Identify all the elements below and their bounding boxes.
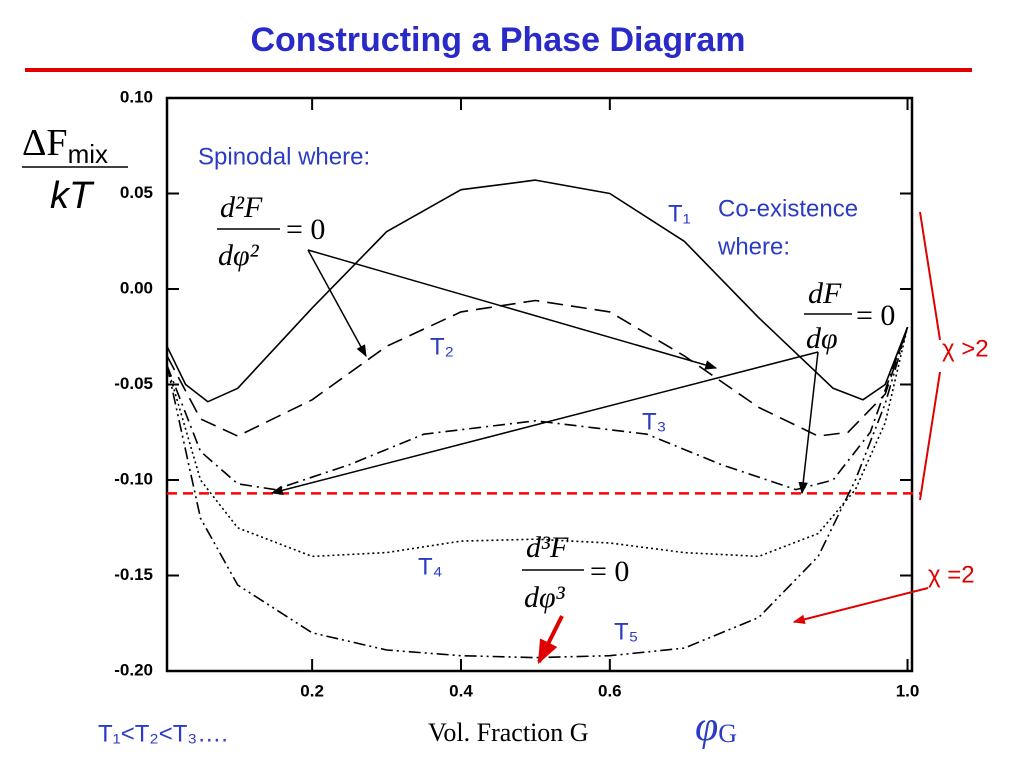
series-label: T₁ <box>668 200 691 227</box>
series-line <box>166 326 909 491</box>
coexistence-text: where: <box>717 233 790 260</box>
formula-den: dφ³ <box>524 581 566 614</box>
arrow <box>792 587 929 624</box>
order-note: T₁<T₂<T₃…. <box>98 720 228 747</box>
y-tick-label: -0.15 <box>114 565 153 584</box>
y-label-num: ΔFmix <box>22 122 108 169</box>
arrow <box>307 249 718 370</box>
arrows <box>270 249 819 495</box>
series-line <box>166 326 909 659</box>
series-line <box>166 327 909 558</box>
x-symbol-sub: G <box>718 719 737 748</box>
arrow <box>307 249 367 358</box>
brace <box>919 211 941 341</box>
title: Constructing a Phase Diagram <box>250 21 745 59</box>
formula-num: d²F <box>220 191 263 224</box>
formula-rhs: = 0 <box>286 213 325 246</box>
y-tick-label: 0.05 <box>120 183 153 202</box>
plot: 0.10 0.05 0.00 -0.05 -0.10 -0.15 -0.20 0.2 0.4 0.… <box>114 87 920 700</box>
arrow <box>270 351 819 495</box>
formula-den: dφ <box>806 322 838 355</box>
coexistence-text: Co-existence <box>718 195 858 222</box>
y-tick-label: 0.10 <box>120 87 153 106</box>
formula-rhs: = 0 <box>856 299 895 332</box>
brace <box>919 371 941 501</box>
x-symbol: φG <box>695 704 737 750</box>
chi-gt: χ >2 <box>942 335 989 362</box>
series-line <box>166 299 909 437</box>
red-marks <box>537 211 941 665</box>
formula-rhs: = 0 <box>590 555 629 588</box>
series-line <box>166 179 909 403</box>
series-label: T₃ <box>642 408 666 435</box>
y-tick-label: 0.00 <box>120 278 153 297</box>
arrow <box>798 351 819 495</box>
series-label: T₄ <box>418 553 442 580</box>
formula-den: dφ² <box>218 239 260 272</box>
x-tick-label: 0.4 <box>449 681 473 700</box>
chi-eq: χ =2 <box>928 561 975 588</box>
y-tick-label: -0.10 <box>114 469 153 488</box>
y-label-numerator: ΔF <box>22 122 68 164</box>
series-label: T₅ <box>614 618 638 645</box>
arrow <box>537 615 564 665</box>
x-tick-label: 0.6 <box>598 681 622 700</box>
y-tick-label: -0.20 <box>114 660 153 679</box>
x-tick-label: 0.2 <box>300 681 324 700</box>
series-label: T₂ <box>430 333 454 360</box>
x-symbol-base: φ <box>695 704 718 750</box>
y-label-den: kT <box>50 175 95 217</box>
y-tick-label: -0.05 <box>114 374 153 393</box>
formula-num: d³F <box>526 531 569 564</box>
x-tick-label: 1.0 <box>896 681 920 700</box>
x-label: Vol. Fraction G <box>428 718 589 747</box>
formula-num: dF <box>808 277 842 310</box>
spinodal-text: Spinodal where: <box>198 143 370 170</box>
y-label-sub: mix <box>68 139 108 169</box>
